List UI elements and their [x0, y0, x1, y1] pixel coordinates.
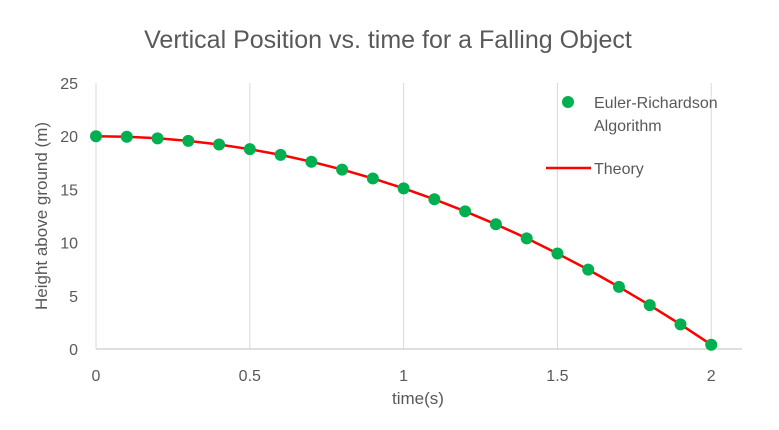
gridlines — [95, 83, 712, 349]
euler-richardson-point — [120, 130, 133, 143]
x-tick-label: 0.5 — [239, 368, 261, 385]
y-tick-label: 10 — [60, 236, 78, 253]
euler-richardson-point — [366, 172, 379, 185]
euler-richardson-point — [305, 155, 318, 168]
x-tick-label: 1.5 — [546, 368, 568, 385]
euler-richardson-point — [428, 193, 441, 206]
euler-richardson-point — [489, 218, 502, 231]
euler-richardson-point — [705, 338, 718, 351]
euler-richardson-point — [520, 232, 533, 245]
euler-richardson-point — [643, 299, 656, 312]
x-axis-label: time(s) — [392, 389, 444, 408]
legend: Euler-Richardson Algorithm Theory — [546, 95, 718, 178]
x-tick-label: 0 — [92, 368, 101, 385]
euler-richardson-point — [582, 263, 595, 276]
euler-richardson-point — [182, 134, 195, 147]
euler-richardson-point — [151, 132, 164, 145]
euler-richardson-point — [336, 163, 349, 176]
y-axis-label: Height above ground (m) — [32, 122, 51, 310]
euler-richardson-point — [243, 143, 256, 156]
x-tick-label: 1 — [399, 368, 408, 385]
euler-richardson-point — [213, 138, 226, 151]
euler-richardson-point — [459, 205, 472, 218]
y-tick-label: 5 — [69, 289, 78, 306]
x-tick-label: 2 — [707, 368, 716, 385]
legend-label-theory: Theory — [594, 161, 644, 178]
legend-label-euler-richardson: Euler-Richardson Algorithm — [594, 95, 718, 135]
y-tick-label: 25 — [60, 76, 78, 93]
euler-richardson-point — [551, 247, 564, 260]
euler-richardson-point — [397, 182, 410, 195]
chart-title: Vertical Position vs. time for a Falling… — [144, 26, 632, 54]
euler-richardson-point — [274, 148, 287, 161]
legend-marker-euler-richardson — [562, 96, 574, 108]
euler-richardson-point — [90, 130, 102, 143]
y-tick-label: 20 — [60, 129, 78, 146]
euler-richardson-point — [612, 280, 625, 293]
euler-richardson-point — [674, 318, 687, 331]
y-tick-label: 0 — [69, 342, 78, 359]
series — [90, 130, 718, 351]
y-tick-label: 15 — [60, 182, 78, 199]
